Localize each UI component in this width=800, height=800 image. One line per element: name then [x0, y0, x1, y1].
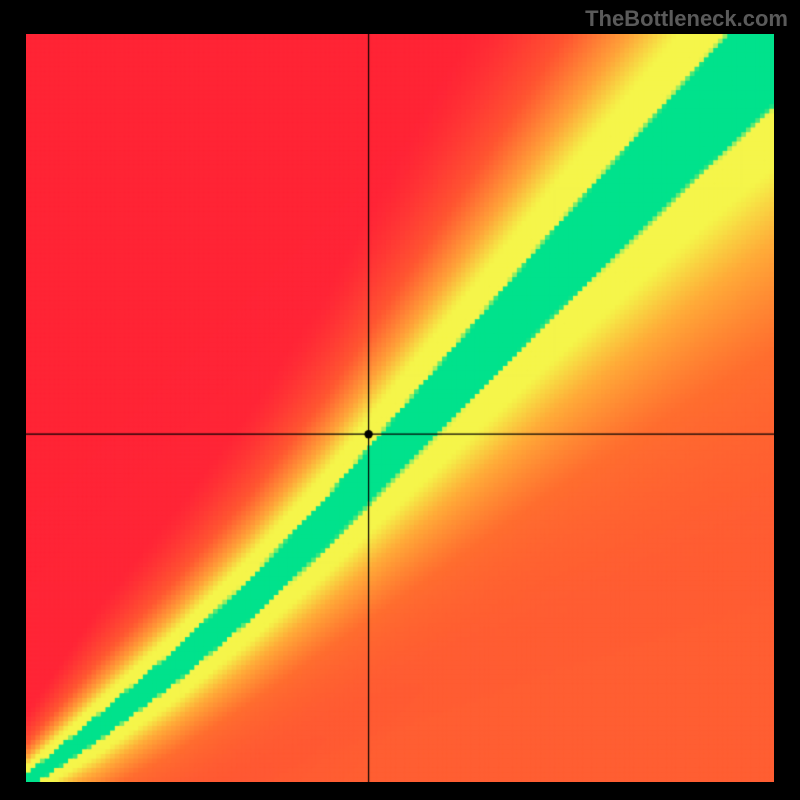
chart-container: TheBottleneck.com	[0, 0, 800, 800]
watermark-text: TheBottleneck.com	[585, 6, 788, 32]
plot-area	[26, 34, 774, 782]
heatmap-canvas	[26, 34, 774, 782]
